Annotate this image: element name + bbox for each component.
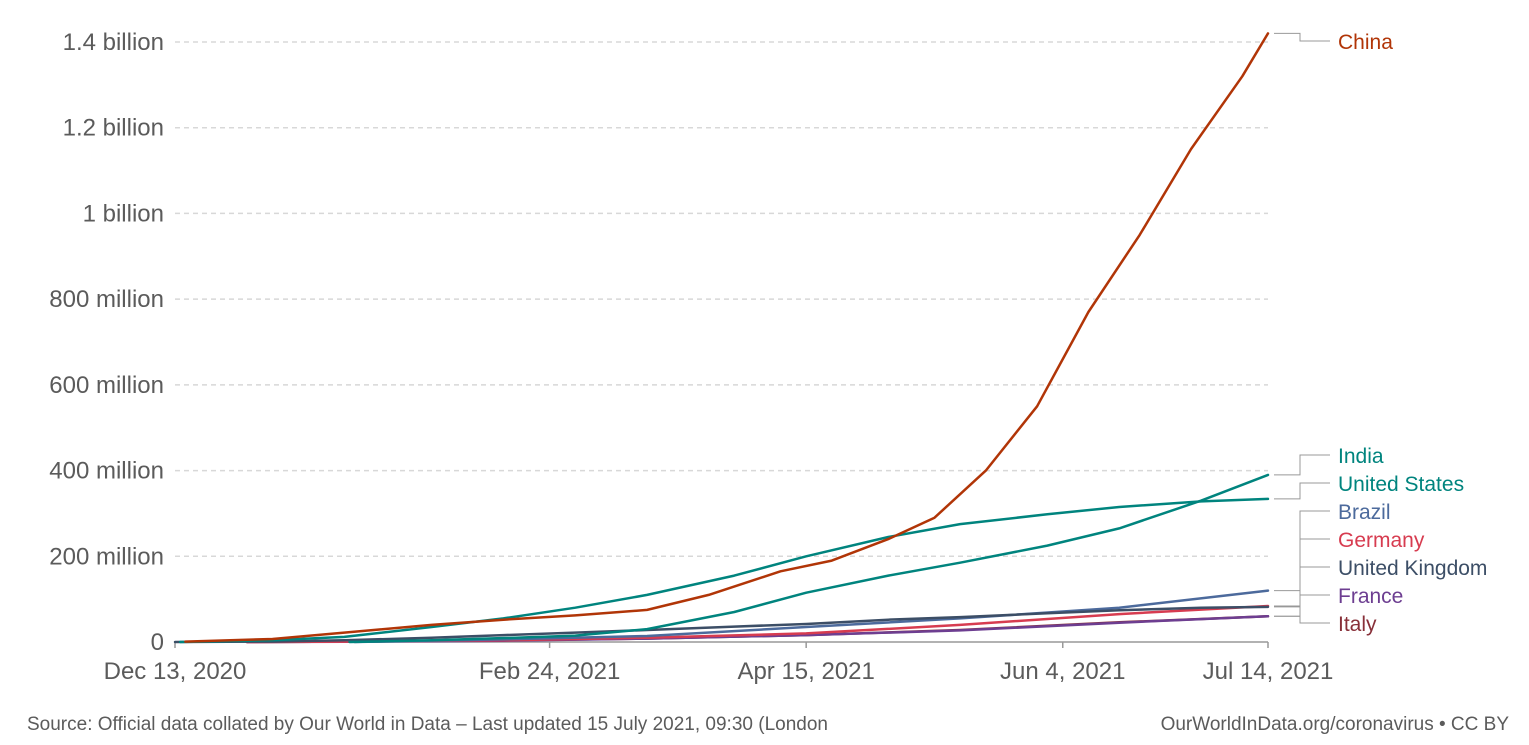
- legend-label-united-kingdom[interactable]: United Kingdom: [1338, 557, 1487, 580]
- x-axis: Dec 13, 2020 Feb 24, 2021 Apr 15, 2021 Jun …: [104, 641, 1334, 685]
- credit-link[interactable]: OurWorldInData.org/coronavirus • CC BY: [1160, 714, 1509, 735]
- legend-connector: [1274, 32, 1330, 42]
- x-tick-label: Jul 14, 2021: [1203, 658, 1334, 685]
- legend-label-france[interactable]: France: [1338, 585, 1403, 608]
- x-tick-label: Jun 4, 2021: [1000, 658, 1125, 685]
- x-tick-label: Dec 13, 2020: [104, 658, 247, 685]
- y-tick-label: 1.2 billion: [63, 115, 164, 142]
- y-tick-label: 800 million: [49, 286, 164, 313]
- legend-connector: [1274, 566, 1330, 608]
- y-tick-label: 200 million: [49, 543, 164, 570]
- legend-connector: [1274, 454, 1330, 476]
- gridlines: [175, 41, 1268, 558]
- series-line-united-states[interactable]: [178, 497, 1270, 644]
- y-tick-label: 1.4 billion: [63, 29, 164, 56]
- x-tick-label: Apr 15, 2021: [737, 658, 874, 685]
- legend-label-brazil[interactable]: Brazil: [1338, 501, 1391, 524]
- series-line-china[interactable]: [184, 32, 1270, 643]
- legend-connector: [1274, 538, 1330, 607]
- legend-connector: [1274, 615, 1330, 624]
- legend-label-united-states[interactable]: United States: [1338, 473, 1464, 496]
- series-line-india[interactable]: [348, 473, 1270, 644]
- y-tick-label: 600 million: [49, 372, 164, 399]
- line-chart: Dec 13, 2020 Feb 24, 2021 Apr 15, 2021 Jun …: [49, 29, 1487, 685]
- y-tick-label: 400 million: [49, 458, 164, 485]
- legend-label-germany[interactable]: Germany: [1338, 529, 1425, 552]
- y-axis: 0 200 million 400 million 600 million 800 mi…: [49, 29, 164, 656]
- legend-label-china[interactable]: China: [1338, 31, 1393, 54]
- x-tick-label: Feb 24, 2021: [479, 658, 620, 685]
- y-tick-label: 1 billion: [83, 200, 164, 227]
- legend-label-india[interactable]: India: [1338, 445, 1384, 468]
- series-line-united-kingdom[interactable]: [173, 605, 1270, 644]
- legend: China India United States Brazil Germany Unit…: [1274, 31, 1487, 636]
- y-tick-label: 0: [151, 629, 164, 656]
- legend-connector: [1274, 510, 1330, 592]
- series-lines: [173, 32, 1270, 644]
- legend-label-italy[interactable]: Italy: [1338, 613, 1377, 636]
- source-note: Source: Official data collated by Our Wo…: [27, 714, 828, 735]
- series-line-brazil[interactable]: [353, 589, 1270, 644]
- legend-connector: [1274, 482, 1330, 500]
